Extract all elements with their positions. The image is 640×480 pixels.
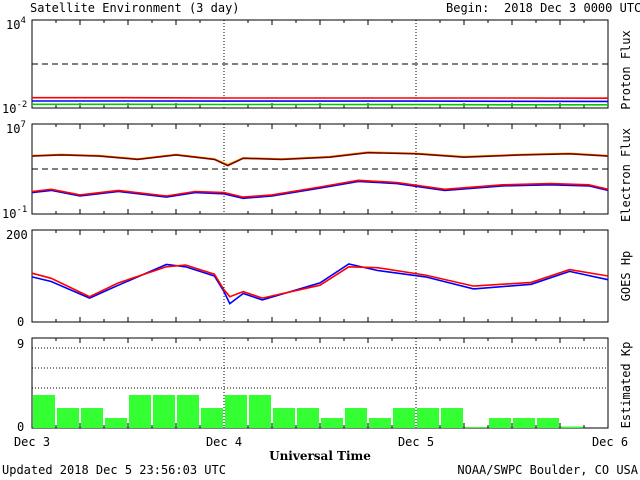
kp-bar <box>345 408 367 428</box>
plot-layer <box>31 19 609 429</box>
kp-bar <box>177 395 199 428</box>
hp-ytick-bottom: 0 <box>17 315 24 329</box>
kp-bar <box>513 418 535 428</box>
kp-bar <box>441 408 463 428</box>
kp-bar <box>249 395 271 428</box>
xtick-dec3: Dec 3 <box>14 435 50 449</box>
kp-bar <box>465 427 487 428</box>
series-line-1-2 <box>31 180 609 200</box>
estimated-kp-label: Estimated Kp <box>619 342 633 429</box>
panel-frame-0 <box>31 19 609 109</box>
xtick-dec4: Dec 4 <box>206 435 242 449</box>
kp-bar <box>417 408 439 428</box>
kp-bar <box>201 408 223 428</box>
xtick-dec6: Dec 6 <box>592 435 628 449</box>
kp-bar <box>561 426 583 428</box>
series-line-1-3 <box>31 179 609 198</box>
proton-ytick-top: 104 <box>6 16 26 32</box>
panel-frame-2 <box>31 229 609 323</box>
kp-ytick-top: 9 <box>17 337 24 351</box>
kp-bar <box>273 408 295 428</box>
kp-bar <box>393 408 415 428</box>
kp-bar <box>81 408 103 428</box>
hp-ytick-top: 200 <box>6 228 28 242</box>
x-axis-title: Universal Time <box>269 449 371 463</box>
series-line-0-2 <box>32 103 608 106</box>
kp-bar <box>105 418 127 428</box>
panel-frame-3 <box>31 337 609 429</box>
kp-bar <box>489 418 511 428</box>
proton-ytick-bottom: 10-2 <box>2 100 27 116</box>
panel-frame-1 <box>31 123 609 215</box>
kp-bar <box>129 395 151 428</box>
kp-bar <box>297 408 319 428</box>
goes-hp-label: GOES Hp <box>619 251 633 302</box>
kp-bar <box>57 408 79 428</box>
begin-value: 2018 Dec 3 0000 UTC <box>504 1 640 15</box>
series-line-0-0 <box>32 96 609 99</box>
kp-bar <box>369 418 391 428</box>
xtick-dec5: Dec 5 <box>398 435 434 449</box>
updated-timestamp: Updated 2018 Dec 5 23:56:03 UTC <box>2 463 226 477</box>
series-line-2-1 <box>31 264 609 299</box>
kp-bar <box>225 395 247 428</box>
electron-ytick-bottom: 10-1 <box>2 205 27 221</box>
kp-bar <box>537 418 559 428</box>
kp-ytick-bottom: 0 <box>17 420 24 434</box>
begin-label: Begin: <box>446 1 489 15</box>
proton-flux-label: Proton Flux <box>619 30 633 109</box>
series-line-2-0 <box>31 263 609 305</box>
electron-flux-label: Electron Flux <box>619 128 633 222</box>
electron-ytick-top: 107 <box>6 120 26 136</box>
kp-bar <box>33 395 55 428</box>
kp-bar <box>321 418 343 428</box>
credit-text: NOAA/SWPC Boulder, CO USA <box>457 463 638 477</box>
kp-bar <box>153 395 175 428</box>
series-line-1-1 <box>31 151 609 167</box>
chart-title: Satellite Environment (3 day) <box>30 1 240 15</box>
